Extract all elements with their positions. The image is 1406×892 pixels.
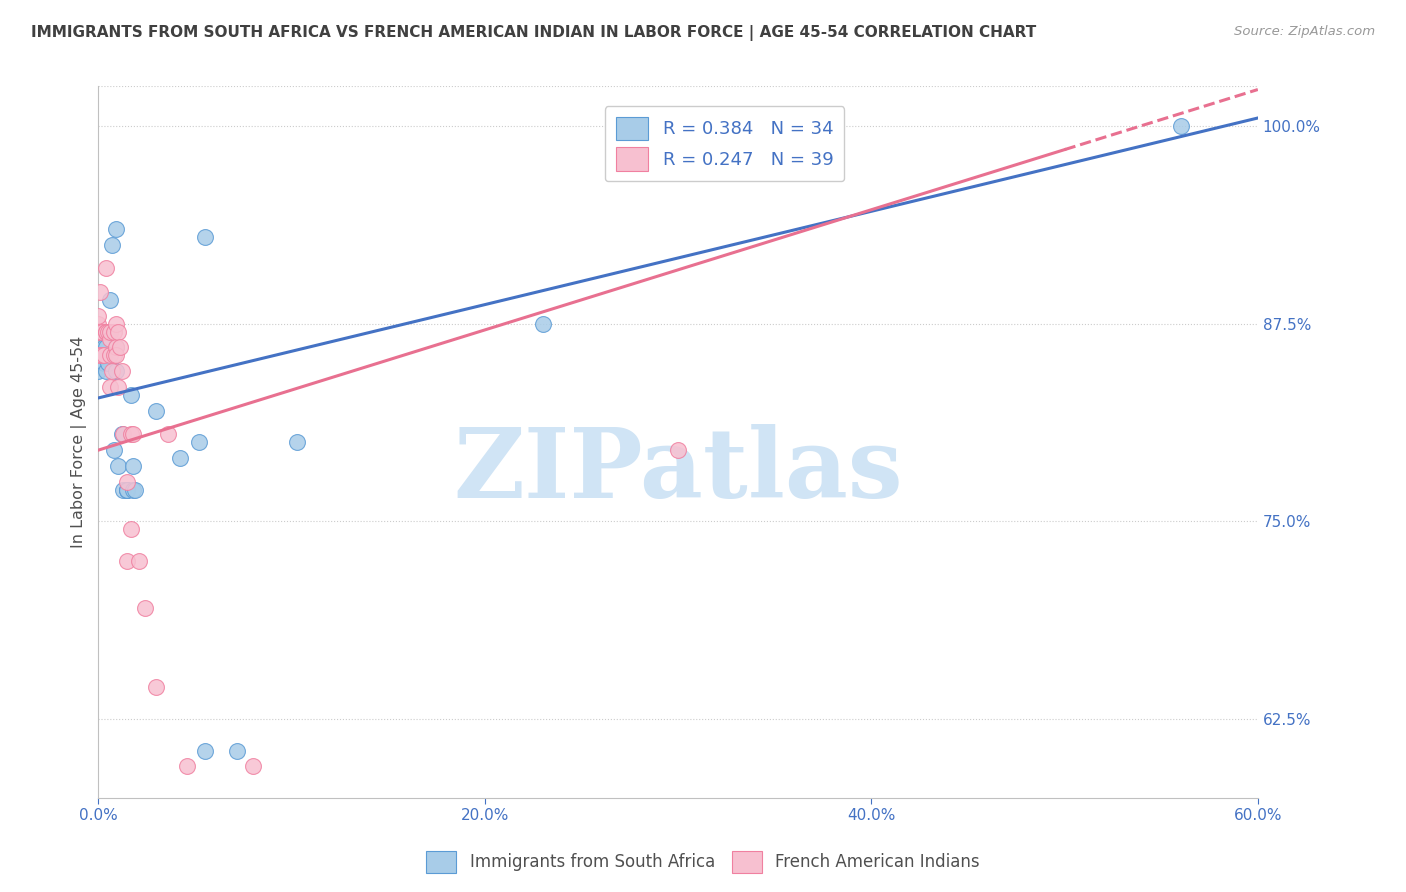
Point <box>98 325 121 339</box>
Point <box>101 237 124 252</box>
Point <box>103 348 125 362</box>
Point <box>156 427 179 442</box>
Point <box>117 483 139 497</box>
Point <box>94 364 117 378</box>
Point <box>98 325 121 339</box>
Point <box>122 483 145 497</box>
Legend: Immigrants from South Africa, French American Indians: Immigrants from South Africa, French Ame… <box>420 845 986 880</box>
Point <box>112 427 135 442</box>
Point <box>122 458 145 473</box>
Point <box>98 333 121 347</box>
Point <box>120 522 142 536</box>
Point <box>94 261 117 276</box>
Point <box>103 443 125 458</box>
Point <box>87 348 110 362</box>
Point <box>117 554 139 568</box>
Point <box>120 388 142 402</box>
Point <box>98 348 121 362</box>
Text: IMMIGRANTS FROM SOUTH AFRICA VS FRENCH AMERICAN INDIAN IN LABOR FORCE | AGE 45-5: IMMIGRANTS FROM SOUTH AFRICA VS FRENCH A… <box>31 25 1036 41</box>
Point <box>194 743 217 757</box>
Point <box>97 325 120 339</box>
Point <box>120 427 142 442</box>
Point <box>87 325 110 339</box>
Point <box>87 348 110 362</box>
Point <box>117 475 139 489</box>
Y-axis label: In Labor Force | Age 45-54: In Labor Force | Age 45-54 <box>72 336 87 549</box>
Point <box>87 364 110 378</box>
Point <box>94 340 117 354</box>
Point <box>194 229 217 244</box>
Point <box>122 427 145 442</box>
Point <box>104 317 127 331</box>
Point <box>87 309 110 323</box>
Point <box>107 458 129 473</box>
Point <box>89 285 111 299</box>
Point <box>169 450 191 465</box>
Point <box>104 348 127 362</box>
Point <box>145 681 167 695</box>
Point <box>112 483 135 497</box>
Point <box>145 403 167 417</box>
Point <box>104 340 127 354</box>
Point <box>531 317 554 331</box>
Point <box>98 380 121 394</box>
Point <box>98 293 121 307</box>
Text: Source: ZipAtlas.com: Source: ZipAtlas.com <box>1234 25 1375 38</box>
Point <box>103 325 125 339</box>
Point <box>117 483 139 497</box>
Point <box>94 325 117 339</box>
Point <box>134 601 156 615</box>
Point <box>97 356 120 370</box>
Point <box>104 364 127 378</box>
Point <box>87 317 110 331</box>
Point <box>91 348 114 362</box>
Point <box>93 348 115 362</box>
Point <box>107 325 129 339</box>
Point <box>87 325 110 339</box>
Point <box>124 483 146 497</box>
Point <box>91 325 114 339</box>
Text: ZIPatlas: ZIPatlas <box>453 424 903 517</box>
Legend: R = 0.384   N = 34, R = 0.247   N = 39: R = 0.384 N = 34, R = 0.247 N = 39 <box>605 106 844 181</box>
Point <box>226 743 249 757</box>
Point <box>94 325 117 339</box>
Point <box>93 356 115 370</box>
Point <box>110 364 132 378</box>
Point <box>128 554 150 568</box>
Point <box>187 435 209 450</box>
Point <box>108 340 131 354</box>
Point <box>176 759 198 773</box>
Point <box>104 221 127 235</box>
Point <box>1170 119 1192 133</box>
Point <box>117 483 139 497</box>
Point <box>110 427 132 442</box>
Point <box>104 340 127 354</box>
Point <box>107 380 129 394</box>
Point <box>93 340 115 354</box>
Point <box>242 759 264 773</box>
Point <box>101 364 124 378</box>
Point <box>666 443 689 458</box>
Point <box>287 435 309 450</box>
